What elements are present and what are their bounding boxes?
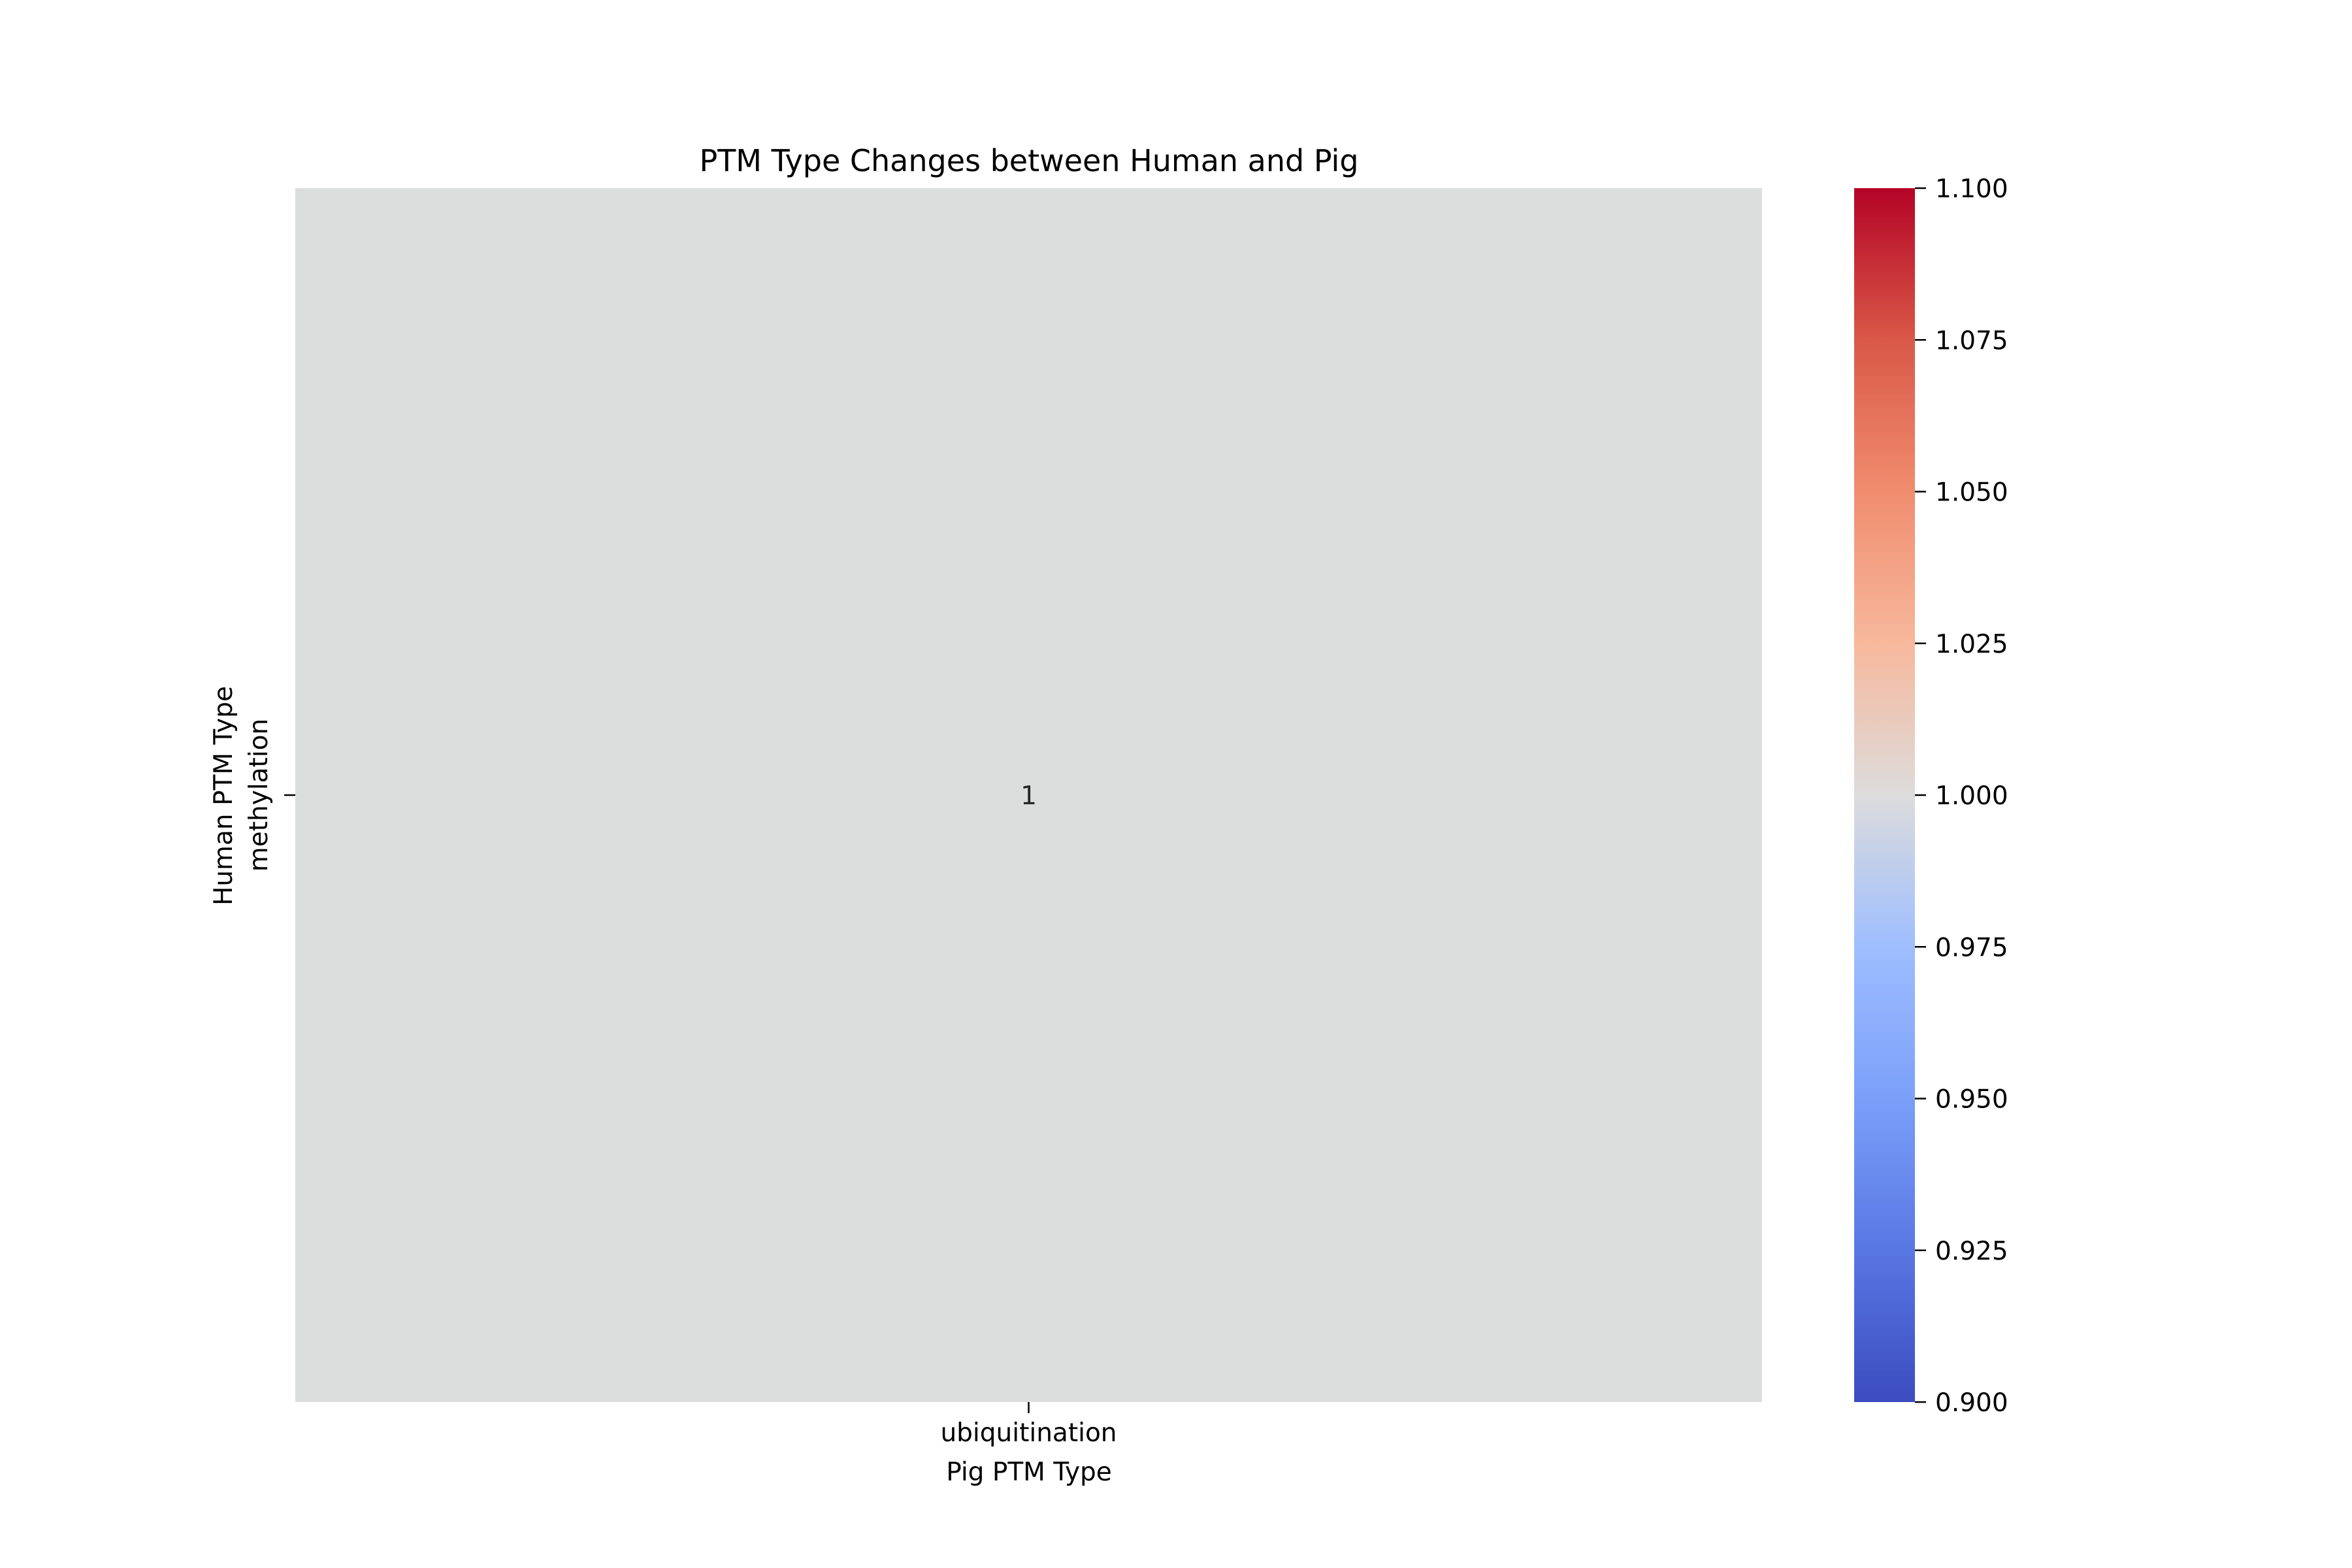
x-tick-label: ubiquitination: [940, 1418, 1117, 1448]
y-axis-ticks: methylation: [244, 719, 295, 872]
y-axis-label: Human PTM Type: [209, 686, 238, 906]
heatmap-cell: [295, 188, 1762, 1402]
heatmap-cells: 1: [295, 188, 1762, 1402]
x-axis-ticks: ubiquitination: [940, 1402, 1117, 1448]
colorbar-tick-label: 1.050: [1935, 478, 2008, 508]
colorbar: [1854, 188, 1915, 1402]
colorbar-tick-label: 1.025: [1935, 630, 2008, 659]
x-axis-label: Pig PTM Type: [946, 1458, 1112, 1487]
colorbar-tick-label: 0.975: [1935, 933, 2008, 962]
colorbar-tick-label: 1.000: [1935, 781, 2008, 811]
colorbar-tick-label: 1.100: [1935, 174, 2008, 204]
colorbar-tick-label: 0.925: [1935, 1237, 2008, 1266]
chart-title: PTM Type Changes between Human and Pig: [699, 143, 1358, 178]
colorbar-tick-label: 1.075: [1935, 326, 2008, 355]
colorbar-tick-label: 0.950: [1935, 1085, 2008, 1115]
y-tick-label: methylation: [244, 719, 274, 872]
cell-annotation: 1: [1021, 781, 1037, 811]
colorbar-ticks: 0.900 0.925 0.950 0.975 1.000 1.025 1.050 1.075…: [1915, 174, 2008, 1418]
colorbar-tick-label: 0.900: [1935, 1388, 2008, 1418]
